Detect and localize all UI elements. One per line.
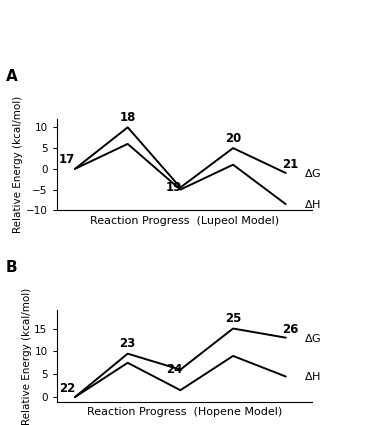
- Text: A: A: [5, 69, 17, 84]
- Text: $\Delta$G: $\Delta$G: [304, 167, 322, 179]
- Text: $\Delta$H: $\Delta$H: [304, 198, 321, 210]
- Text: 17: 17: [59, 153, 75, 166]
- Y-axis label: Relative Energy (kcal/mol): Relative Energy (kcal/mol): [13, 96, 23, 233]
- Text: 20: 20: [225, 132, 241, 145]
- Text: 26: 26: [282, 323, 298, 336]
- X-axis label: Reaction Progress  (Lupeol Model): Reaction Progress (Lupeol Model): [90, 216, 279, 226]
- Text: 24: 24: [166, 363, 182, 377]
- Text: 18: 18: [119, 111, 136, 125]
- Text: 25: 25: [225, 312, 241, 325]
- X-axis label: Reaction Progress  (Hopene Model): Reaction Progress (Hopene Model): [87, 407, 282, 417]
- Text: $\Delta$G: $\Delta$G: [304, 332, 322, 344]
- Text: B: B: [5, 260, 17, 275]
- Text: 23: 23: [120, 337, 136, 351]
- Text: 22: 22: [59, 382, 75, 395]
- Text: $\Delta$H: $\Delta$H: [304, 371, 321, 383]
- Text: 19: 19: [166, 181, 182, 194]
- Text: 21: 21: [282, 159, 298, 171]
- Y-axis label: Relative Energy (kcal/mol): Relative Energy (kcal/mol): [22, 287, 31, 425]
